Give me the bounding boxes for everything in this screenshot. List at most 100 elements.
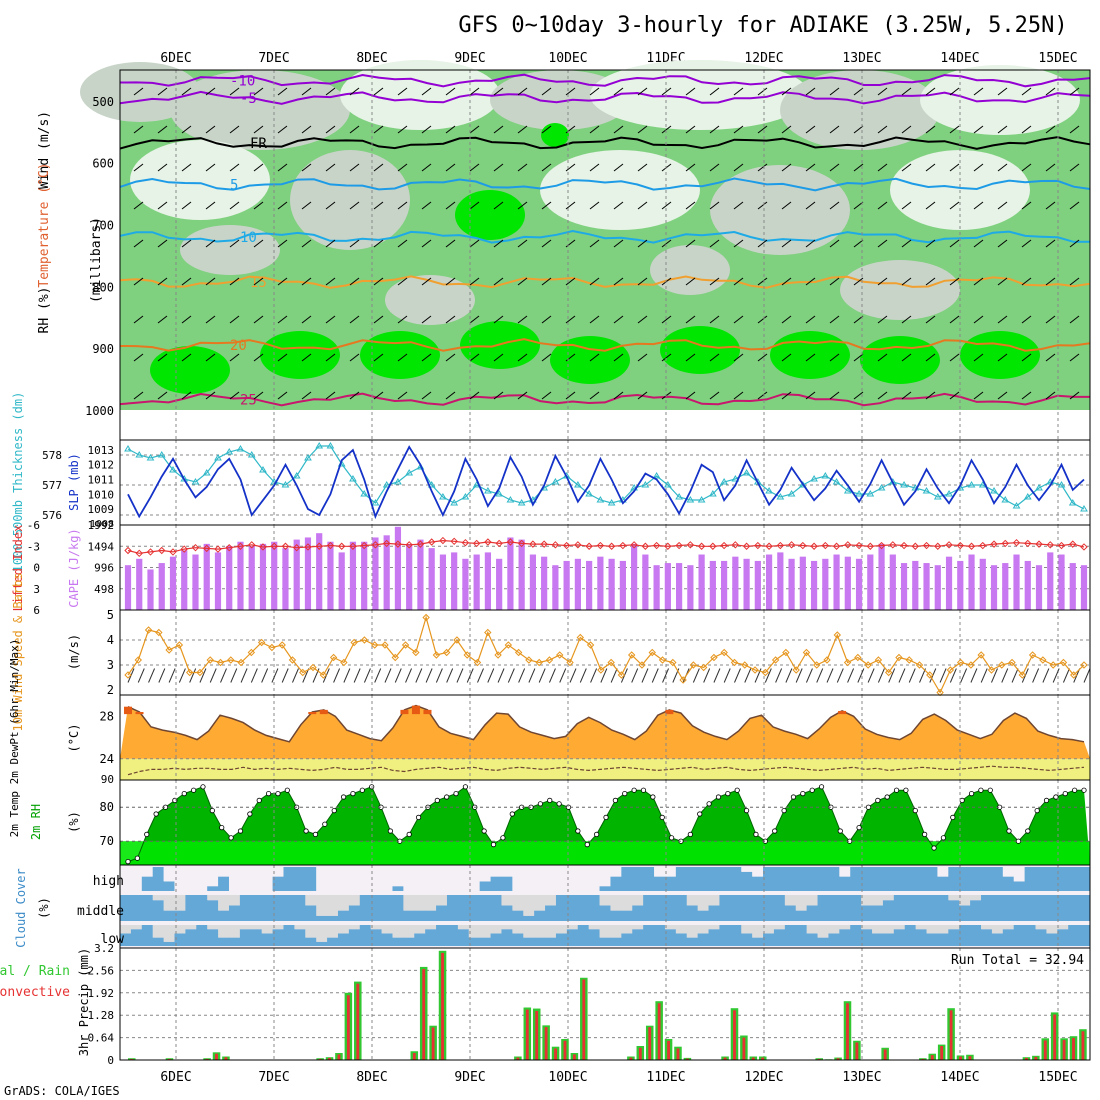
wind-barb [949,201,960,210]
rh2m-point [359,787,365,793]
cloud-low-gap [915,925,928,930]
cloud-low-cell [632,929,644,946]
cloud-high-cell [163,881,175,891]
y-tick-label-right: 1992 [88,519,115,532]
wind-barb [637,125,648,134]
wind-barb [507,668,515,683]
thickness-point [596,496,605,503]
precip-convective-bar [846,1003,849,1060]
wind-barb [877,163,888,172]
wind-barb [517,125,528,134]
wind-barb [829,391,840,400]
rh2m-point [434,797,440,804]
x-tick-label-bottom: 15DEC [1038,1070,1077,1085]
cloud-high-cell [752,876,764,891]
wind-speed-point [915,661,924,669]
wind-barb [853,353,864,362]
wind-barb [757,277,768,286]
lifted-index-point [619,541,627,550]
cloud-high-gap [414,867,426,891]
wind-speed-point [422,613,430,622]
wind-speed-point [710,653,718,662]
cloud-high-cell [283,867,295,891]
wind-barb [757,201,768,210]
wind-barb [709,163,720,172]
rh2m-point [1081,787,1087,793]
thickness-point [146,454,155,461]
cloud-high-cell [970,867,982,891]
cloud-high-gap [130,867,143,891]
wind-barb [1069,125,1080,134]
rh2m-point [781,807,787,814]
cloud-high-gap [272,867,284,877]
lifted-index-point [484,538,492,546]
wind-speed-point [638,661,646,669]
wind-barb [781,277,792,286]
cape-bar [462,558,469,610]
wind-barb [589,277,600,286]
lifted-index-point [596,541,605,550]
wind-barb [230,668,238,683]
wind-speed-point [556,651,564,659]
cloud-middle-cell [937,895,949,921]
cloud-high-cell [861,867,873,891]
wind-barb [205,239,216,248]
wind-barb [493,315,504,324]
cloud-low-gap [806,925,819,934]
wind-barb [1069,277,1080,286]
wind-barb [157,201,168,210]
cloud-low-cell [218,937,230,946]
cape-bar [169,556,177,610]
cape-bar [248,545,255,610]
wind-barb [517,277,528,286]
cloud-high-gap [261,867,274,891]
y-tick-label: 0.64 [88,1032,115,1045]
cape-bar [529,554,536,610]
cloud-low-cell [1013,925,1026,946]
cloud-high-cell [828,867,840,891]
y-axis-label-pressure: (millibars) [89,217,104,303]
y-tick-label-right: 1494 [88,540,115,553]
y-tick-label: 2.56 [88,964,115,977]
y-tick-label-left: 6 [33,604,40,617]
wind-barb [853,125,864,134]
wind-barb [421,125,432,134]
thickness-point [1023,493,1032,500]
cloud-low-gap [675,925,688,934]
wind-barb [709,201,720,210]
precip-convective-bar [921,1058,925,1060]
precip-convective-bar [1081,1031,1085,1060]
wind-barb [325,87,336,96]
cloud-low-gap [1046,925,1058,934]
wind-barb [133,201,144,210]
cloud-low-gap [861,925,873,930]
cloud-high-cell [675,867,688,891]
cloud-middle-gap [795,895,808,911]
wind-barb [757,163,768,172]
cloud-low-cell [599,937,611,946]
cloud-middle-cell [1068,895,1080,921]
cape-bar [867,554,874,610]
wind-barb [1045,87,1056,96]
lifted-index-point [562,541,571,550]
precip-convective-bar [676,1048,680,1060]
wind-barb [325,353,336,362]
rh2m-point [987,787,993,793]
cloud-low-gap [163,925,175,942]
wind-barb [445,353,456,362]
cloud-middle-cell [414,910,426,921]
cloud-high-gap [741,867,753,872]
lifted-index-point [1024,539,1032,548]
wind-speed-point [905,656,913,664]
wind-barb [703,668,711,683]
wind-barb [877,353,888,362]
wind-barb [277,391,288,400]
rh-patch-high [150,346,230,394]
wind-barb [569,668,577,683]
y-axis-label-units: (%) [37,897,51,919]
upper-air-panel: -10-5 FR 5 10 15 20 25 500 600 700 800 900 1000 Wind … [37,60,1091,441]
cape-bar [1035,565,1043,610]
cloud-middle-cell [882,900,895,921]
cloud-high-cell [915,867,928,891]
wind-barb [641,668,649,683]
